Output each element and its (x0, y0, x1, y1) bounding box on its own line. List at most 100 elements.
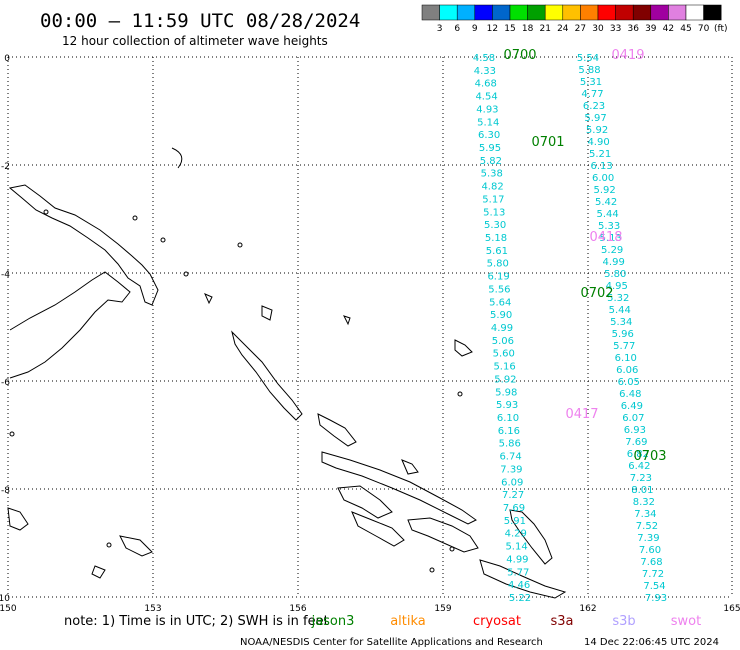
wave-height-value: 4.58 (473, 53, 495, 64)
wave-height-value: 8.01 (631, 485, 653, 496)
wave-height-value: 5.91 (504, 516, 526, 527)
wave-height-value: 5.44 (609, 305, 631, 316)
wave-height-value: 5.88 (578, 65, 600, 76)
wave-height-value: 4.68 (475, 79, 497, 90)
lat-tick-label: -8 (1, 486, 10, 496)
wave-height-value: 6.06 (616, 365, 638, 376)
wave-height-value: 5.97 (584, 113, 606, 124)
wave-height-value: 6.13 (590, 161, 612, 172)
colorbar-label: 15 (504, 24, 515, 34)
colorbar-label: 3 (437, 24, 443, 34)
wave-height-value: 4.77 (581, 89, 603, 100)
wave-height-tracks: 4.58 4.33 4.68 4.544.93 5.14 6.30 5.95 5.82 5.38… (473, 53, 667, 604)
note-text: note: 1) Time is in UTC; 2) SWH is in fe… (64, 614, 329, 629)
wave-height-value: 5.61 (486, 246, 508, 257)
wave-height-value: 4.99 (603, 257, 625, 268)
colorbar-label: 6 (454, 24, 460, 34)
lon-tick-label: 165 (723, 604, 740, 614)
mission-legend: jason3 altika cryosat s3a s3b swot (311, 614, 702, 629)
wave-height-value: 5.92 (586, 125, 608, 136)
wave-height-value: 7.69 (625, 437, 647, 448)
coastlines (7, 147, 567, 599)
wave-height-value: 4.82 (481, 182, 503, 193)
page-title: 00:00 – 11:59 UTC 08/28/2024 (40, 10, 360, 32)
wave-height-value: 7.39 (637, 533, 659, 544)
wave-height-value: 5.54 (577, 53, 599, 64)
colorbar-swatch (456, 4, 476, 21)
pass-time-label: 0419 (611, 48, 644, 63)
wave-height-value: 7.54 (643, 581, 665, 592)
wave-height-value: 6.10 (615, 353, 637, 364)
colorbar-label: 42 (663, 24, 674, 34)
colorbar-swatch (474, 4, 493, 21)
colorbar-swatch (492, 4, 511, 21)
wave-height-value: 8.32 (633, 497, 655, 508)
wave-height-value: 4.54 (475, 92, 497, 103)
wave-height-value: 5.42 (595, 197, 617, 208)
wave-height-value: 5.92 (494, 374, 516, 385)
wave-height-value: 5.14 (505, 542, 527, 553)
colorbar-label: 30 (592, 24, 604, 34)
wave-height-value: 4.99 (506, 554, 528, 565)
colorbar-label: 70 (698, 24, 710, 34)
mission-label: altika (390, 614, 426, 629)
wave-height-value: 5.56 (488, 284, 510, 295)
wave-height-value: 6.19 (487, 272, 509, 283)
wave-height-value: 6.10 (497, 413, 519, 424)
wave-height-value: 5.86 (499, 439, 521, 450)
wave-height-value: 5.06 (492, 336, 514, 347)
footer-timestamp: 14 Dec 22:06:45 UTC 2024 (584, 637, 719, 648)
wave-height-value: 5.93 (496, 400, 518, 411)
wave-height-value: 5.21 (589, 149, 611, 160)
wave-height-value: 6.49 (621, 401, 643, 412)
wave-height-value: 6.23 (583, 101, 605, 112)
wave-height-value: 5.14 (477, 117, 499, 128)
wave-height-value: 4.33 (474, 66, 496, 77)
colorbar-label: 39 (645, 24, 657, 34)
wave-height-value: 5.22 (509, 593, 531, 604)
lat-tick-label: -10 (0, 594, 10, 604)
wave-height-value: 5.80 (604, 269, 626, 280)
colorbar-label: 9 (472, 24, 478, 34)
wave-height-value: 6.74 (499, 452, 521, 463)
wave-height-value: 5.98 (495, 387, 517, 398)
wave-height-value: 7.39 (500, 464, 522, 475)
wave-height-value: 7.72 (642, 569, 664, 580)
pass-time-label: 0700 (503, 48, 536, 63)
lat-tick-label: 0 (4, 54, 10, 64)
wave-height-value: 6.09 (501, 477, 523, 488)
colorbar-swatch (580, 4, 599, 21)
wave-height-value: 6.05 (618, 377, 640, 388)
colorbar-label: 18 (522, 24, 534, 34)
wave-height-value: 5.29 (601, 245, 623, 256)
colorbar-swatch (527, 4, 546, 21)
mission-label: s3b (612, 614, 635, 629)
colorbar-swatch (439, 4, 458, 21)
lon-tick-label: 162 (579, 604, 596, 614)
wave-height-value: 5.31 (580, 77, 602, 88)
pass-time-label: 0702 (580, 286, 613, 301)
wave-height-value: 6.00 (592, 173, 614, 184)
lat-tick-label: -4 (1, 270, 10, 280)
wave-height-value: 5.90 (490, 310, 512, 321)
colorbar-label: 45 (680, 24, 691, 34)
wave-height-value: 7.60 (639, 545, 661, 556)
mission-label: jason3 (311, 614, 355, 629)
wave-height-value: 5.30 (484, 220, 506, 231)
colorbar-label: 12 (487, 24, 498, 34)
wave-height-value: 4.99 (491, 323, 513, 334)
colorbar-swatch (509, 4, 528, 21)
wave-height-value: 6.30 (478, 130, 500, 141)
wave-height-value: 7.68 (640, 557, 662, 568)
colorbar-label: 21 (539, 24, 550, 34)
footer-credit: NOAA/NESDIS Center for Satellite Applica… (240, 637, 543, 648)
wave-height-value: 6.93 (624, 425, 646, 436)
wave-height-value: 5.18 (485, 233, 507, 244)
lon-tick-label: 159 (434, 604, 451, 614)
pass-time-label: 0417 (565, 407, 598, 422)
wave-height-value: 5.77 (613, 341, 635, 352)
colorbar-swatch (632, 4, 652, 21)
wave-height-value: 5.13 (483, 207, 505, 218)
wave-height-value: 4.90 (587, 137, 609, 148)
